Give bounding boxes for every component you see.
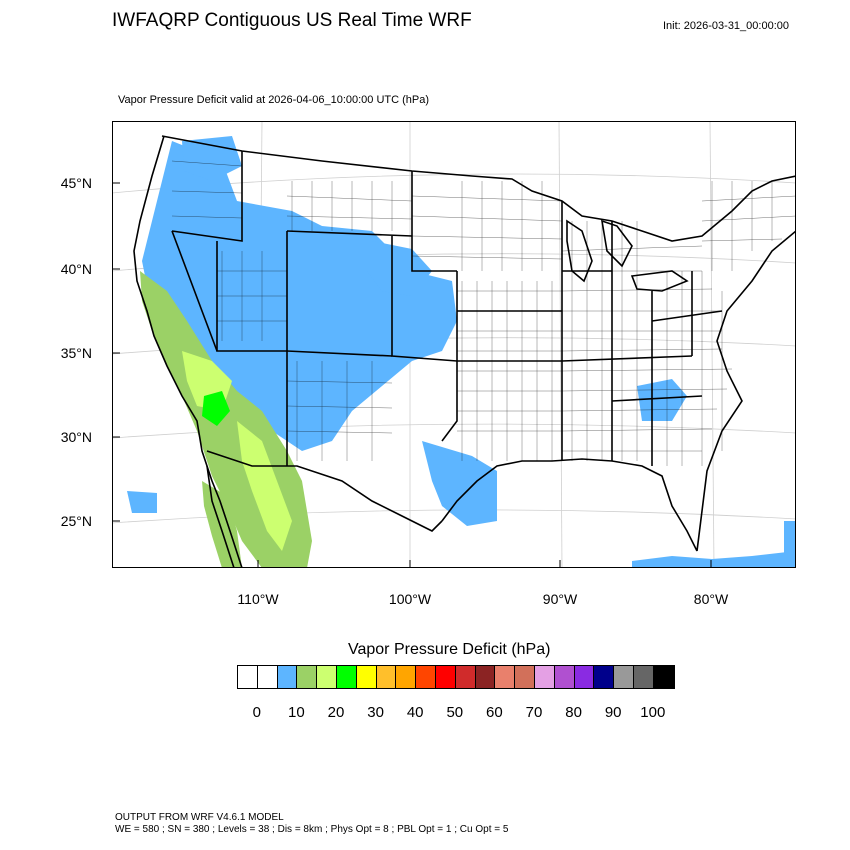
footer-line-2: WE = 580 ; SN = 380 ; Levels = 38 ; Dis … [115, 824, 509, 835]
colorbar-swatch [396, 666, 417, 688]
colorbar-swatch [495, 666, 516, 688]
model-footer: OUTPUT FROM WRF V4.6.1 MODEL WE = 580 ; … [115, 812, 508, 836]
colorbar-tick-label: 40 [406, 704, 424, 721]
colorbar-swatch [317, 666, 337, 688]
colorbar-swatch [515, 666, 535, 688]
colorbar-tick-label: 90 [604, 704, 622, 721]
colorbar-tick-label: 30 [367, 704, 384, 721]
colorbar-tick-label: 50 [446, 704, 464, 721]
colorbar-swatch [336, 666, 357, 688]
colorbar-swatch [554, 666, 575, 688]
map-panel [112, 121, 796, 568]
colorbar-tick-label: 10 [288, 704, 305, 721]
lat-label-35: 35°N [60, 345, 92, 361]
colorbar-tick-label: 60 [486, 704, 503, 721]
map-frame [112, 121, 796, 568]
colorbar-swatch [257, 666, 278, 688]
colorbar-tick-label: 100 [640, 704, 666, 721]
lon-label-100: 100°W [388, 591, 432, 607]
colorbar-swatch [356, 666, 377, 688]
colorbar-swatch [455, 666, 476, 688]
colorbar-swatch [594, 666, 615, 688]
colorbar-swatch [614, 666, 634, 688]
colorbar-tick-label: 70 [525, 704, 543, 721]
colorbar-swatch [435, 666, 456, 688]
axis-ticks [112, 182, 712, 568]
init-time: Init: 2026-03-31_00:00:00 [663, 20, 789, 32]
lat-label-30: 30°N [60, 429, 92, 445]
colorbar-tick-label: 0 [252, 704, 261, 721]
colorbar-swatch [277, 666, 298, 688]
colorbar-swatch [653, 666, 674, 688]
colorbar-swatch [534, 666, 555, 688]
colorbar-swatch [297, 666, 318, 688]
lon-label-110: 110°W [237, 591, 279, 607]
lat-label-40: 40°N [60, 261, 92, 277]
colorbar [237, 665, 675, 689]
colorbar-swatch [574, 666, 595, 688]
chart-title: IWFAQRP Contiguous US Real Time WRF [112, 10, 472, 31]
field-subtitle: Vapor Pressure Deficit valid at 2026-04-… [118, 94, 430, 106]
vpd-shading-brightgreen [202, 391, 230, 426]
colorbar-swatch [238, 666, 258, 688]
lon-label-90: 90°W [542, 591, 578, 607]
colorbar-swatch [633, 666, 654, 688]
lat-label-45: 45°N [60, 175, 92, 191]
colorbar-tick-label: 20 [327, 704, 345, 721]
county-lines [171, 160, 796, 466]
boundaries [133, 135, 796, 568]
lat-label-25: 25°N [60, 513, 92, 529]
colorbar-swatch [376, 666, 397, 688]
footer-line-1: OUTPUT FROM WRF V4.6.1 MODEL [115, 812, 284, 823]
colorbar-swatch [475, 666, 496, 688]
lon-label-80: 80°W [693, 591, 729, 607]
colorbar-swatch [416, 666, 436, 688]
colorbar-tick-label: 80 [565, 704, 582, 721]
colorbar-title: Vapor Pressure Deficit (hPa) [348, 641, 551, 658]
